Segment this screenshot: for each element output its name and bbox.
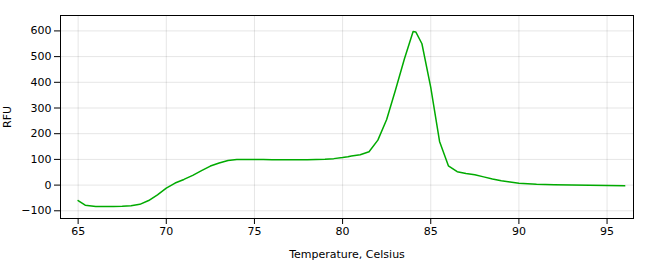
svg-text:RFU: RFU: [1, 106, 14, 128]
svg-text:65: 65: [71, 225, 85, 238]
svg-text:80: 80: [336, 225, 350, 238]
svg-text:600: 600: [31, 24, 52, 37]
svg-text:75: 75: [247, 225, 261, 238]
svg-text:500: 500: [31, 50, 52, 63]
svg-text:90: 90: [512, 225, 526, 238]
svg-text:−100: −100: [21, 204, 51, 217]
svg-text:300: 300: [31, 102, 52, 115]
svg-text:95: 95: [600, 225, 614, 238]
svg-text:100: 100: [31, 153, 52, 166]
svg-text:0: 0: [45, 179, 52, 192]
svg-text:200: 200: [31, 127, 52, 140]
svg-text:70: 70: [159, 225, 173, 238]
svg-text:85: 85: [424, 225, 438, 238]
svg-text:400: 400: [31, 76, 52, 89]
svg-text:Temperature, Celsius: Temperature, Celsius: [288, 248, 405, 260]
